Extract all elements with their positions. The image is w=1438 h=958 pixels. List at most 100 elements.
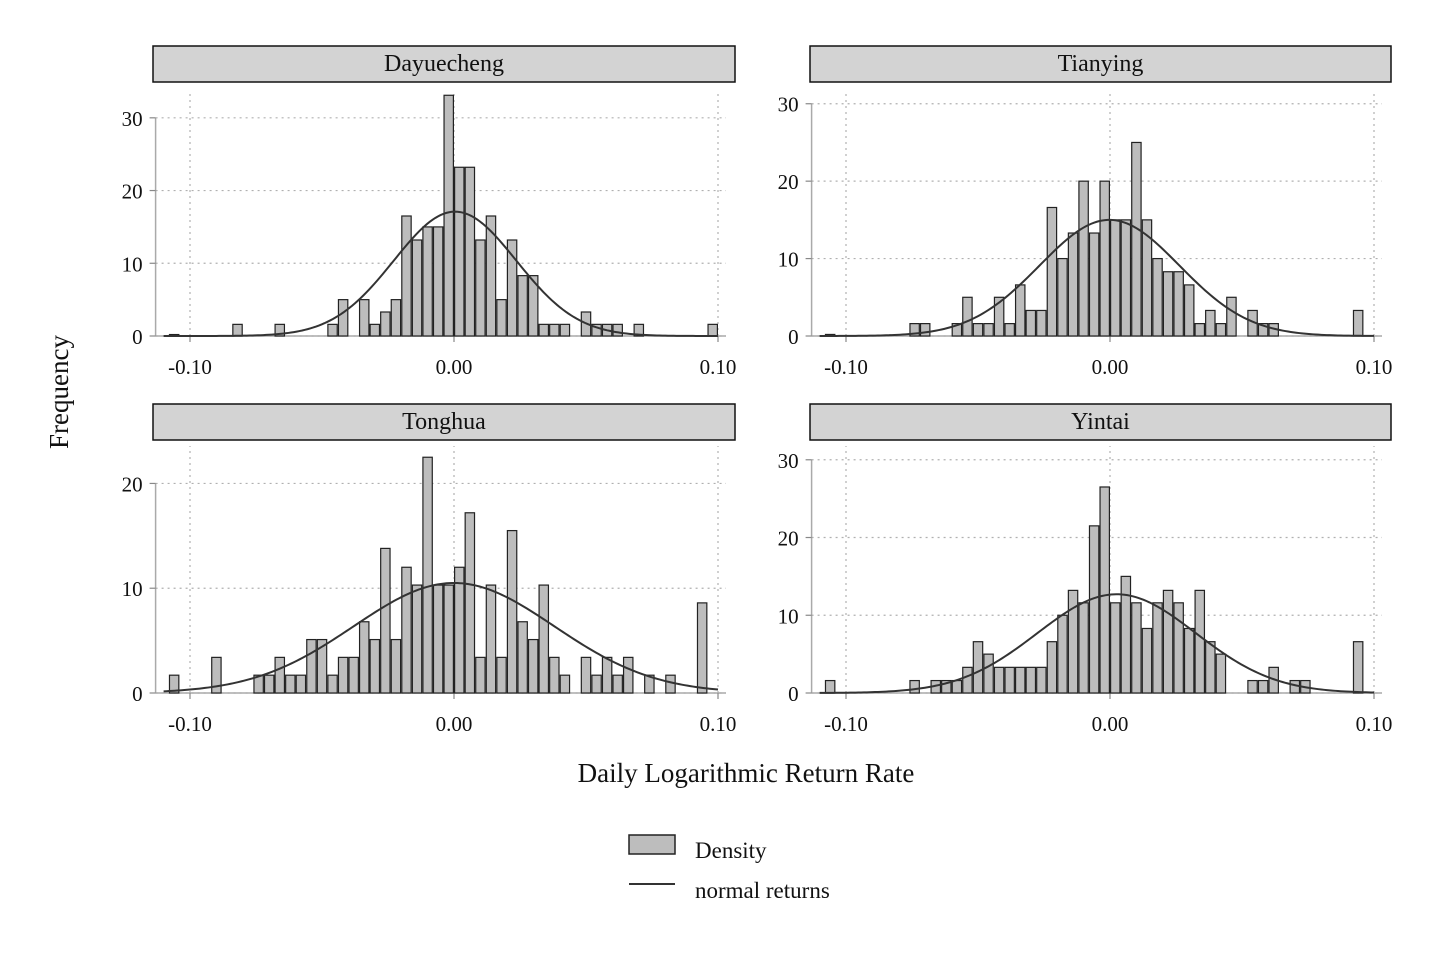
histogram-bar (485, 584, 497, 694)
histogram-bar (1088, 525, 1100, 694)
histogram-bar (909, 679, 920, 694)
histogram-bar (665, 674, 676, 694)
histogram-bar (327, 323, 338, 337)
x-tick-label: -0.10 (168, 355, 212, 379)
y-tick-label: 10 (122, 252, 143, 276)
y-tick-label: 20 (778, 527, 799, 551)
histogram-bar (824, 679, 836, 694)
histogram-bar (1120, 219, 1132, 337)
histogram-bar (559, 323, 571, 337)
histogram-bar (633, 323, 645, 337)
panel-title: Tianying (1058, 51, 1144, 77)
histogram-bar (1257, 679, 1269, 694)
histogram-bar (1352, 641, 1364, 694)
histogram-bar (1215, 323, 1227, 337)
histogram-bar (1173, 271, 1184, 337)
histogram-bar (1067, 232, 1079, 337)
histogram-bar (941, 679, 952, 694)
panel-title: Yintai (1071, 409, 1130, 435)
y-tick-label: 20 (778, 170, 799, 194)
histogram-bar (517, 275, 528, 337)
histogram-bar (612, 323, 623, 337)
histogram-bar (1014, 284, 1026, 337)
histogram-bar (348, 656, 359, 694)
histogram-bar (591, 323, 602, 337)
histogram-bar (1078, 180, 1089, 337)
histogram-bar (517, 621, 528, 694)
histogram-bar (962, 296, 973, 337)
histogram-bar (1162, 589, 1174, 694)
histogram-bar (1036, 309, 1047, 337)
histogram-bar (475, 656, 486, 694)
histogram-bar (1173, 602, 1184, 694)
normal-curve-line (163, 210, 719, 337)
histogram-bar (380, 547, 391, 694)
legend-density-label: Density (695, 838, 767, 863)
y-axis-label: Frequency (44, 335, 74, 449)
histogram-bar (168, 674, 180, 694)
y-tick-label: 0 (132, 325, 143, 349)
y-tick-label: 30 (778, 449, 799, 473)
histogram-bar (1099, 486, 1111, 694)
y-tick-label: 20 (122, 180, 143, 204)
histogram-bar (390, 299, 402, 337)
panel-dayuecheng: Dayuecheng 0 10 20 30 -0.10 0.00 0.10 (122, 45, 737, 379)
y-tick-label: 10 (778, 248, 799, 272)
x-tick-label: 0.00 (1092, 712, 1129, 736)
histogram-bar (972, 323, 984, 337)
histogram-bar (972, 641, 984, 694)
x-tick-label: -0.10 (824, 712, 868, 736)
histogram-bar (538, 323, 550, 337)
histogram-bar (1014, 666, 1026, 694)
histogram-bar (1109, 602, 1121, 694)
histogram-bar (422, 226, 433, 337)
histogram-bar (380, 311, 391, 337)
legend-normal-label: normal returns (695, 878, 830, 903)
histogram-bar (1247, 679, 1258, 694)
y-tick-label: 0 (788, 682, 799, 706)
legend: Density normal returns (628, 834, 830, 903)
histogram-bar (527, 275, 539, 337)
y-tick-label: 10 (122, 577, 143, 601)
histogram-bar (443, 94, 455, 337)
histogram-bar (1099, 180, 1111, 337)
panel-title-strip (809, 403, 1392, 441)
histogram-bar (549, 656, 560, 694)
histogram-bar (1131, 141, 1142, 337)
histogram-bar (274, 323, 286, 337)
histogram-bar (1141, 627, 1153, 694)
histogram-bar (1036, 666, 1047, 694)
histogram-bar (983, 653, 994, 694)
histogram-bar (432, 584, 444, 694)
x-tick-label: 0.10 (700, 355, 737, 379)
panel-yintai: Yintai 0 10 20 30 -0.10 0.00 0.10 (778, 403, 1392, 736)
histogram-bar (1226, 296, 1237, 337)
histogram-bar (1120, 575, 1132, 694)
histogram-bar (263, 674, 275, 694)
histogram-bar (527, 638, 539, 694)
histogram-bar (1205, 641, 1216, 694)
histogram-bar (401, 566, 412, 694)
histogram-bar (1194, 589, 1206, 694)
panel-title-strip (152, 45, 736, 83)
histogram-bar (538, 584, 550, 694)
panels-group: Dayuecheng 0 10 20 30 -0.10 0.00 0.10 Tianying 0 1… (122, 45, 1392, 736)
histogram-bar (601, 656, 613, 694)
histogram-bar (580, 656, 592, 694)
histogram-bar (454, 566, 465, 694)
histogram-bar (1004, 666, 1015, 694)
histogram-bar (962, 666, 973, 694)
histogram-bar (1215, 653, 1227, 694)
histogram-bar (1257, 323, 1269, 337)
histogram-bar (1131, 602, 1142, 694)
histogram-bar (644, 674, 655, 694)
histogram-bar (253, 674, 264, 694)
histogram-bar (295, 674, 307, 694)
histogram-bar (464, 512, 476, 694)
histogram-bar (1067, 589, 1079, 694)
histogram-bar (1194, 323, 1206, 337)
histogram-bar (274, 656, 286, 694)
y-tick-label: 20 (122, 472, 143, 496)
panel-title-strip (809, 45, 1392, 83)
